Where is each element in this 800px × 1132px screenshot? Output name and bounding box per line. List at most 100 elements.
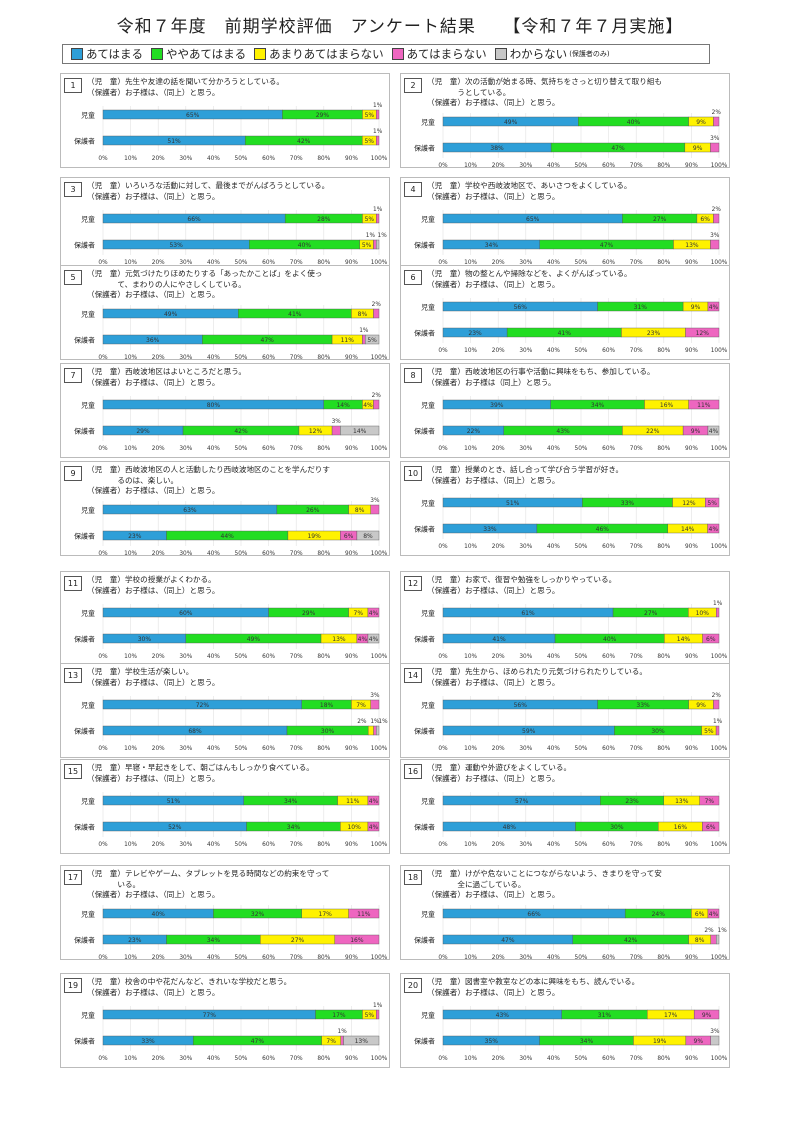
x-tick-label: 100% [711, 446, 728, 452]
x-tick-label: 40% [207, 955, 220, 961]
x-tick-label: 30% [519, 842, 532, 848]
x-tick-label: 50% [235, 551, 248, 557]
stacked-bar-chart: 0% 10% 20% 30% 40% 50% 60% 70% 80% 90% 100% 児童 39% 34… [414, 396, 728, 452]
bar-segment [716, 607, 720, 618]
data-label: 2% [357, 719, 367, 725]
data-label: 30% [138, 636, 152, 643]
data-label: 27% [653, 216, 667, 223]
x-tick-label: 100% [711, 163, 728, 169]
data-label: 3% [370, 693, 380, 699]
data-label: 6% [700, 216, 710, 223]
bar-segment [376, 213, 380, 224]
legend-item-4: あてはまらない [391, 46, 487, 62]
data-label: 7% [354, 610, 364, 617]
data-label: 30% [651, 728, 665, 735]
x-tick-label: 80% [317, 842, 330, 848]
data-label: 11% [697, 402, 711, 409]
data-label: 65% [526, 216, 540, 223]
category-label: 保護者 [414, 727, 435, 736]
x-tick-label: 40% [207, 260, 220, 266]
data-label: 6% [706, 824, 716, 831]
data-label: 5% [707, 500, 717, 507]
category-label: 児童 [421, 499, 435, 508]
data-label: 8% [695, 937, 705, 944]
data-label: 47% [501, 937, 515, 944]
data-label: 9% [691, 304, 701, 311]
data-label: 52% [168, 824, 182, 831]
x-tick-label: 40% [207, 1056, 220, 1062]
x-tick-label: 60% [262, 355, 275, 361]
x-tick-label: 90% [685, 260, 698, 266]
x-tick-label: 20% [492, 446, 505, 452]
x-tick-label: 40% [547, 1056, 560, 1062]
x-tick-label: 70% [290, 446, 303, 452]
x-tick-label: 10% [464, 446, 477, 452]
x-tick-label: 80% [317, 260, 330, 266]
x-tick-label: 80% [317, 355, 330, 361]
legend: あてはまる ややあてはまる あまりあてはまらない あてはまらない わからない (… [62, 44, 710, 64]
x-tick-label: 0% [98, 1056, 108, 1062]
data-label: 8% [363, 533, 373, 540]
x-tick-label: 20% [492, 1056, 505, 1062]
data-label: 19% [653, 1038, 667, 1045]
x-tick-label: 60% [262, 1056, 275, 1062]
x-tick-label: 100% [371, 955, 388, 961]
data-label: 51% [506, 500, 520, 507]
x-tick-label: 20% [492, 746, 505, 752]
bar-segment [707, 425, 720, 436]
data-label: 30% [321, 728, 335, 735]
data-label: 9% [696, 119, 706, 126]
question-chart-20: 20 （児 童）図書室や教室などの本に興味をもち、読んでいる。 （保護者）お子様は… [400, 973, 730, 1068]
x-tick-label: 80% [317, 1056, 330, 1062]
x-tick-label: 0% [98, 955, 108, 961]
data-label: 2% [372, 302, 382, 308]
stacked-bar-chart: 0% 10% 20% 30% 40% 50% 60% 70% 80% 90% 100% 児童 51% 34… [74, 792, 388, 848]
question-chart-8: 8 （児 童）西岐波地区の行事や活動に興味をもち、参加している。 （保護者）お子様… [400, 363, 730, 458]
legend-swatch [391, 48, 404, 60]
data-label: 68% [188, 728, 202, 735]
category-label: 児童 [81, 1011, 95, 1020]
data-label: 65% [186, 112, 200, 119]
data-label: 42% [624, 937, 638, 944]
x-tick-label: 80% [657, 955, 670, 961]
bar-segment [713, 213, 720, 224]
bar-segment [702, 821, 720, 832]
x-tick-label: 30% [179, 1056, 192, 1062]
x-tick-label: 100% [711, 260, 728, 266]
x-tick-label: 40% [547, 842, 560, 848]
bar-segment [348, 908, 380, 919]
data-label: 60% [179, 610, 193, 617]
data-label: 31% [598, 1012, 612, 1019]
x-tick-label: 80% [657, 746, 670, 752]
x-tick-label: 0% [98, 260, 108, 266]
bar-segment [373, 725, 377, 736]
data-label: 29% [136, 428, 150, 435]
x-tick-label: 80% [657, 163, 670, 169]
question-text: （児 童）お家で、復習や勉強をしっかりやっている。 （保護者）お子様は、（同上）… [427, 575, 617, 595]
category-label: 保護者 [414, 329, 435, 338]
x-tick-label: 20% [152, 156, 165, 162]
category-label: 児童 [421, 1011, 435, 1020]
x-tick-label: 0% [438, 654, 448, 660]
data-label: 4% [369, 636, 379, 643]
data-label: 22% [646, 428, 660, 435]
bar-segment [715, 725, 720, 736]
data-label: 34% [207, 937, 221, 944]
x-tick-label: 100% [371, 355, 388, 361]
bar-segment [693, 1009, 720, 1020]
data-label: 34% [287, 824, 301, 831]
question-chart-5: 5 （児 童）元気づけたりほめたりする「あったかことば」をよく使っ て、まわりの人… [60, 265, 390, 361]
x-tick-label: 50% [575, 842, 588, 848]
x-tick-label: 50% [575, 746, 588, 752]
x-tick-label: 50% [235, 746, 248, 752]
x-tick-label: 60% [262, 260, 275, 266]
data-label: 13% [332, 636, 346, 643]
x-tick-label: 70% [290, 355, 303, 361]
bar-segment [373, 399, 380, 410]
x-tick-label: 30% [179, 842, 192, 848]
x-tick-label: 80% [657, 654, 670, 660]
question-number: 2 [404, 78, 422, 93]
bar-segment [331, 425, 341, 436]
data-label: 14% [681, 526, 695, 533]
x-tick-label: 30% [179, 355, 192, 361]
